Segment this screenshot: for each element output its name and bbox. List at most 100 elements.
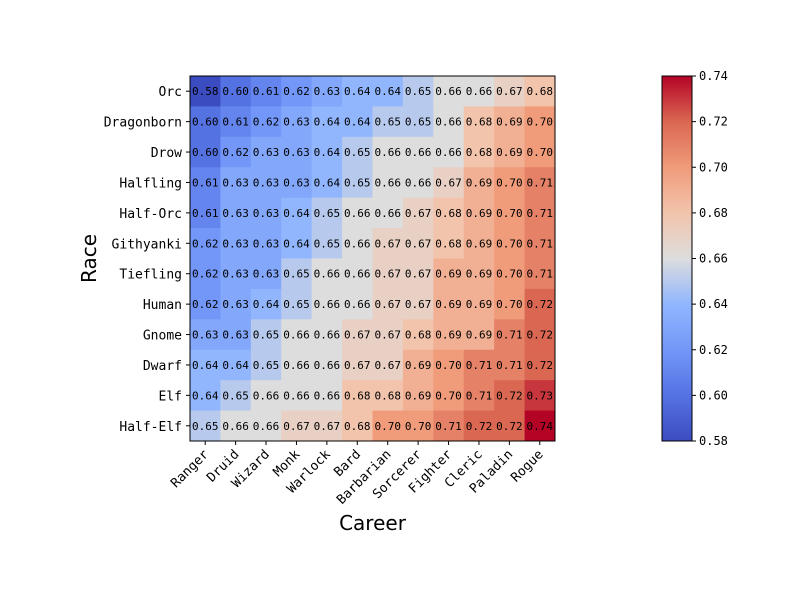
heatmap-cell-value: 0.65: [222, 389, 249, 402]
heatmap-cell: [190, 197, 221, 229]
heatmap-cell-value: 0.66: [374, 146, 401, 159]
heatmap-cell-value: 0.61: [192, 176, 219, 189]
heatmap-cell: [250, 167, 282, 199]
heatmap-cell-value: 0.66: [405, 146, 432, 159]
heatmap-cell: [433, 288, 465, 320]
heatmap-cell-value: 0.62: [192, 268, 219, 281]
heatmap-cell: [524, 380, 556, 412]
heatmap-cell: [250, 288, 282, 320]
heatmap-cell: [250, 380, 282, 412]
heatmap-cell-value: 0.68: [374, 389, 401, 402]
heatmap-cell-value: 0.72: [527, 329, 554, 342]
colorbar-tick-label: 0.66: [699, 252, 728, 266]
heatmap-cell: [463, 167, 495, 199]
heatmap-cell: [190, 76, 221, 107]
heatmap-cell: [250, 349, 282, 381]
heatmap-cell: [524, 76, 556, 107]
heatmap-cell-value: 0.69: [496, 116, 523, 129]
heatmap-cell-value: 0.66: [466, 85, 493, 98]
heatmap-cell-value: 0.70: [405, 420, 432, 433]
heatmap-cell: [250, 319, 282, 351]
heatmap-cell-value: 0.66: [435, 146, 462, 159]
heatmap-cell-value: 0.69: [466, 268, 493, 281]
heatmap-cell: [372, 76, 404, 107]
heatmap-cell-value: 0.66: [374, 176, 401, 189]
heatmap-cell-value: 0.64: [344, 85, 371, 98]
heatmap-cell-value: 0.63: [253, 146, 280, 159]
heatmap-cell-value: 0.73: [527, 389, 554, 402]
heatmap-cell-value: 0.67: [314, 420, 341, 433]
y-tick-label: Dragonborn: [104, 116, 182, 131]
y-tick-label: Human: [143, 298, 182, 313]
heatmap-cell: [402, 167, 434, 199]
heatmap-cell-value: 0.71: [496, 329, 523, 342]
x-tick-label: Rogue: [508, 447, 546, 485]
colorbar-tick-label: 0.58: [699, 434, 728, 448]
heatmap-cell-value: 0.66: [314, 268, 341, 281]
heatmap-cell: [402, 228, 434, 259]
heatmap-cell-value: 0.70: [496, 176, 523, 189]
heatmap-cell-value: 0.71: [435, 420, 462, 433]
heatmap-cell-value: 0.68: [435, 207, 462, 220]
heatmap-cell-value: 0.66: [405, 176, 432, 189]
y-tick-label: Githyanki: [112, 237, 182, 252]
heatmap-cell-value: 0.64: [222, 359, 249, 372]
heatmap-cell-value: 0.66: [253, 420, 280, 433]
heatmap-cell: [220, 76, 252, 107]
y-tick-label: Gnome: [143, 329, 182, 344]
heatmap-cell-value: 0.72: [527, 298, 554, 311]
heatmap-cell-value: 0.65: [405, 116, 432, 129]
heatmap-cell-value: 0.69: [435, 298, 462, 311]
heatmap-cell: [402, 106, 434, 138]
heatmap-cell-value: 0.60: [192, 116, 219, 129]
heatmap-cell-value: 0.61: [222, 116, 249, 129]
y-tick-label: Half-Orc: [119, 207, 182, 222]
heatmap-cell-value: 0.63: [222, 237, 249, 250]
colorbar-tick-label: 0.62: [699, 343, 728, 357]
heatmap-cell-value: 0.63: [283, 116, 310, 129]
heatmap-cell: [342, 349, 373, 381]
heatmap-cell: [372, 319, 404, 351]
heatmap-cell-value: 0.63: [222, 207, 249, 220]
heatmap-cell-value: 0.64: [283, 237, 310, 250]
heatmap-cell: [250, 197, 282, 229]
heatmap-cell: [190, 167, 221, 199]
heatmap-cell-value: 0.68: [527, 85, 554, 98]
heatmap-cell: [433, 76, 465, 107]
heatmap-cell-value: 0.63: [283, 176, 310, 189]
heatmap-cell-value: 0.65: [344, 146, 371, 159]
heatmap-cell-value: 0.66: [314, 329, 341, 342]
heatmap-cell-value: 0.67: [374, 237, 401, 250]
heatmap-cell: [250, 106, 282, 138]
heatmap-cell: [463, 319, 495, 351]
heatmap-cell: [372, 410, 404, 442]
heatmap-cell: [190, 319, 221, 351]
heatmap-cell: [250, 258, 282, 290]
heatmap-cell: [494, 136, 526, 168]
heatmap-cell-value: 0.65: [253, 359, 280, 372]
heatmap-cell: [281, 167, 313, 199]
heatmap-cell: [250, 410, 282, 442]
heatmap-cell: [220, 319, 252, 351]
heatmap-cell-value: 0.64: [192, 389, 219, 402]
heatmap-cell: [220, 228, 252, 259]
heatmap-cell-value: 0.68: [344, 389, 371, 402]
heatmap-cell-value: 0.68: [435, 237, 462, 250]
heatmap-cell: [463, 410, 495, 442]
heatmap-cell: [494, 167, 526, 199]
heatmap-cell: [402, 349, 434, 381]
y-tick-label: Halfling: [119, 176, 182, 191]
colorbar-tick-label: 0.60: [699, 388, 728, 402]
heatmap-cell-value: 0.67: [374, 298, 401, 311]
heatmap-cell: [524, 258, 556, 290]
heatmap-cell-value: 0.62: [192, 237, 219, 250]
heatmap-cell-value: 0.70: [527, 146, 554, 159]
heatmap-cell: [433, 197, 465, 229]
heatmap-cell-value: 0.66: [283, 359, 310, 372]
heatmap-cell: [372, 258, 404, 290]
heatmap-cell: [402, 136, 434, 168]
heatmap-cell: [372, 197, 404, 229]
heatmap-cell-value: 0.61: [253, 85, 280, 98]
heatmap-cell: [524, 136, 556, 168]
heatmap-cell-value: 0.65: [314, 207, 341, 220]
